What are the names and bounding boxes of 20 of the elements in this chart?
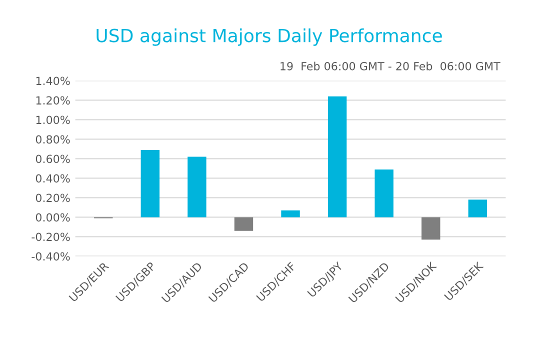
bar: [422, 217, 440, 240]
chart-subtitle: 19 Feb 06:00 GMT - 20 Feb 06:00 GMT: [280, 62, 500, 70]
bar: [328, 96, 347, 218]
bar: [188, 156, 206, 218]
y-tick-label: 0.40%: [36, 174, 70, 183]
y-tick-label: 1.40%: [36, 76, 70, 86]
bar: [374, 169, 394, 218]
y-tick-label: 1.00%: [36, 116, 70, 124]
y-tick-label: 0.80%: [36, 135, 70, 144]
chart-title: USD against Majors Daily Performance: [96, 28, 442, 46]
y-tick-label: -0.40%: [32, 252, 70, 261]
y-tick-label: 0.60%: [36, 154, 70, 164]
y-tick-label: 0.00%: [36, 213, 70, 222]
bar: [468, 200, 488, 218]
y-tick-label: 0.20%: [36, 194, 70, 202]
y-tick-label: -0.20%: [32, 232, 70, 242]
bar: [234, 217, 254, 231]
y-tick-label: 1.20%: [36, 96, 70, 105]
bar: [140, 150, 160, 218]
bar: [281, 210, 300, 218]
